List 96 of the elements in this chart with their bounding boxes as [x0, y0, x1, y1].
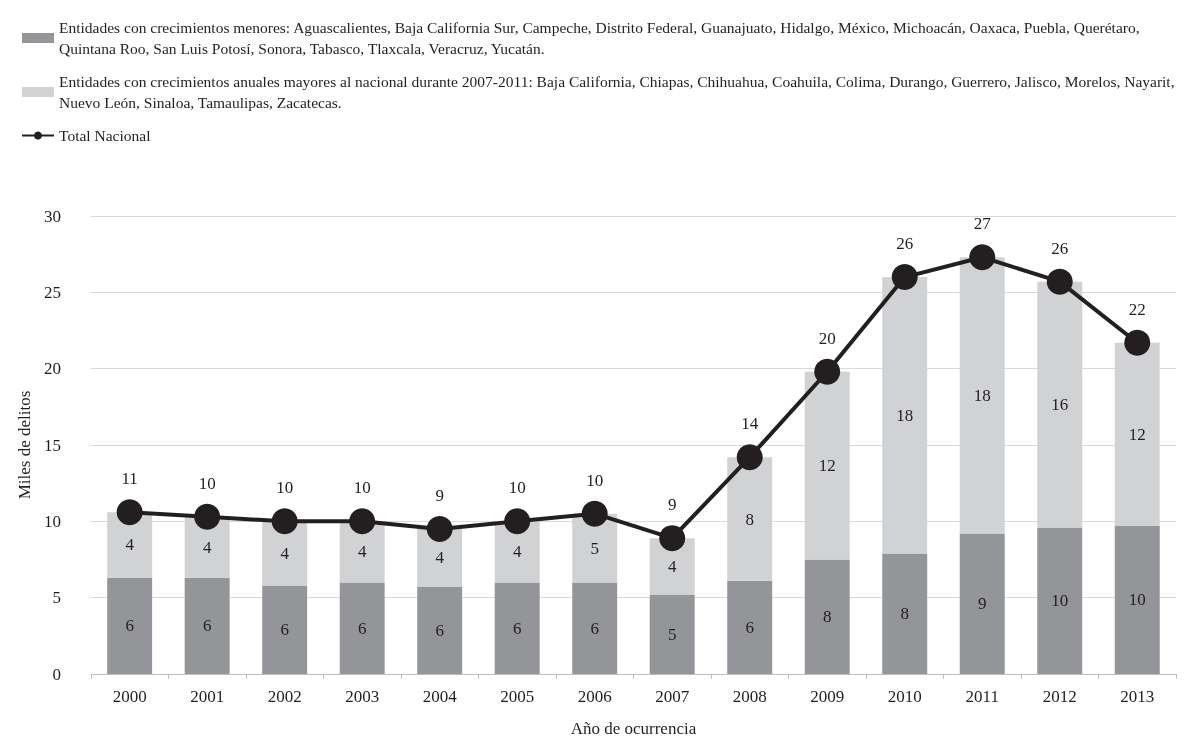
data-label: 8: [745, 509, 754, 529]
x-tick-label: 2001: [190, 687, 225, 706]
data-label: 20: [818, 328, 836, 348]
data-label: 16: [1051, 395, 1069, 415]
data-label: 6: [357, 618, 367, 638]
y-axis-title: Miles de delitos: [15, 390, 34, 500]
data-label: 4: [512, 542, 522, 562]
x-axis-title: Año de ocurrencia: [570, 719, 697, 738]
y-tick-label: 10: [43, 511, 61, 531]
y-tick-label: 5: [52, 588, 61, 608]
point: [1046, 268, 1073, 295]
point: [581, 500, 608, 527]
data-label: 6: [125, 616, 134, 636]
x-tick-label: 2007: [655, 687, 690, 706]
x-tick-label: 2003: [345, 687, 380, 706]
data-label: 26: [1051, 238, 1069, 258]
point: [271, 508, 298, 535]
bar: [494, 582, 540, 674]
x-tick-label: 2013: [1120, 687, 1155, 706]
point: [659, 525, 686, 552]
point: [891, 264, 918, 291]
data-label: 9: [667, 495, 677, 515]
data-label: 4: [435, 548, 445, 568]
bar: [1114, 525, 1160, 674]
y-tick-label: 20: [43, 359, 61, 379]
data-label: 5: [667, 624, 677, 644]
data-label: 4: [667, 556, 677, 576]
data-label: 10: [276, 478, 294, 498]
point: [349, 508, 376, 535]
y-tick-label: 0: [52, 664, 61, 684]
data-label: 22: [1128, 299, 1146, 319]
bar: [417, 586, 463, 674]
data-label: 4: [125, 535, 135, 555]
data-label: 10: [508, 478, 526, 498]
data-label: 11: [121, 469, 138, 489]
data-label: 6: [202, 616, 212, 636]
point: [1124, 329, 1151, 356]
x-tick-label: 2010: [887, 687, 922, 706]
bar: [262, 585, 308, 674]
bar: [107, 577, 153, 674]
data-label: 4: [280, 543, 290, 563]
data-label: 6: [280, 620, 289, 640]
point: [504, 508, 531, 535]
data-label: 10: [353, 478, 371, 498]
data-label: 10: [198, 473, 216, 493]
x-tick-label: 2011: [965, 687, 999, 706]
x-tick-label: 2008: [732, 687, 767, 706]
data-label: 8: [822, 607, 832, 627]
bar: [1037, 527, 1083, 674]
y-tick-label: 30: [43, 206, 61, 226]
point: [814, 358, 841, 385]
data-label: 6: [590, 618, 599, 638]
legend-label: Total Nacional: [59, 127, 151, 144]
x-tick-label: 2002: [267, 687, 302, 706]
data-label: 12: [818, 456, 836, 476]
x-tick-label: 2005: [500, 687, 535, 706]
data-label: 14: [741, 414, 759, 434]
data-label: 10: [1051, 591, 1069, 611]
x-tick-label: 2009: [810, 687, 845, 706]
data-label: 26: [896, 234, 914, 254]
data-label: 6: [745, 617, 754, 637]
legend-label: Entidades con crecimientos anuales mayores al nacional durante 2007-2011: Baja California, Chiapas, Chihuahua, Coahuila, Colima, Durango, Guerrero, Jalisco, Morelos, Nayarit, Nuevo León, Sinaloa, Tamaulipas, Zacatecas.: [59, 73, 1179, 111]
x-tick-label: 2006: [577, 687, 612, 706]
data-label: 6: [512, 618, 522, 638]
bar: [959, 533, 1005, 674]
data-label: 27: [973, 214, 992, 234]
data-label: 12: [1128, 424, 1146, 444]
x-tick-label: 2012: [1042, 687, 1077, 706]
x-tick-label: 2000: [112, 687, 147, 706]
bar: [882, 553, 928, 674]
y-tick-label: 25: [43, 282, 61, 302]
bar: [804, 559, 850, 674]
point: [194, 503, 221, 530]
data-label: 5: [590, 538, 599, 558]
data-label: 10: [1128, 590, 1146, 610]
point: [426, 515, 453, 542]
y-tick-label: 15: [43, 435, 61, 455]
data-label: 9: [435, 485, 444, 505]
data-label: 9: [977, 594, 987, 614]
point: [736, 444, 763, 471]
point: [116, 499, 143, 526]
data-label: 10: [586, 470, 604, 490]
data-label: 4: [202, 537, 212, 557]
bar: [572, 582, 618, 674]
x-tick-label: 2004: [422, 687, 458, 706]
bar: [339, 582, 385, 674]
data-label: 8: [900, 604, 909, 624]
data-label: 6: [435, 620, 444, 640]
data-label: 18: [896, 405, 914, 425]
data-label: 18: [973, 385, 991, 405]
bar: [727, 580, 773, 674]
point: [969, 244, 996, 271]
legend-label: Entidades con crecimientos menores: Aguascalientes, Baja California Sur, Campeche, Distrito Federal, Guanajuato, Hidalgo, México, Michoacán, Oaxaca, Puebla, Querétaro, Quintana Roo, San Luis Potosí, Sonora, Tabasco, Tlaxcala, Veracruz, Yucatán.: [59, 19, 1144, 57]
bar: [649, 594, 695, 674]
data-label: 4: [357, 542, 367, 562]
bar: [184, 577, 230, 674]
